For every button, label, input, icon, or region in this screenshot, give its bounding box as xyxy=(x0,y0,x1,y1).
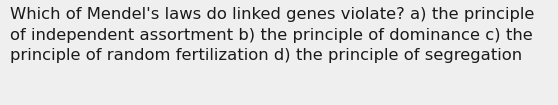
Text: Which of Mendel's laws do linked genes violate? a) the principle
of independent : Which of Mendel's laws do linked genes v… xyxy=(10,7,535,63)
